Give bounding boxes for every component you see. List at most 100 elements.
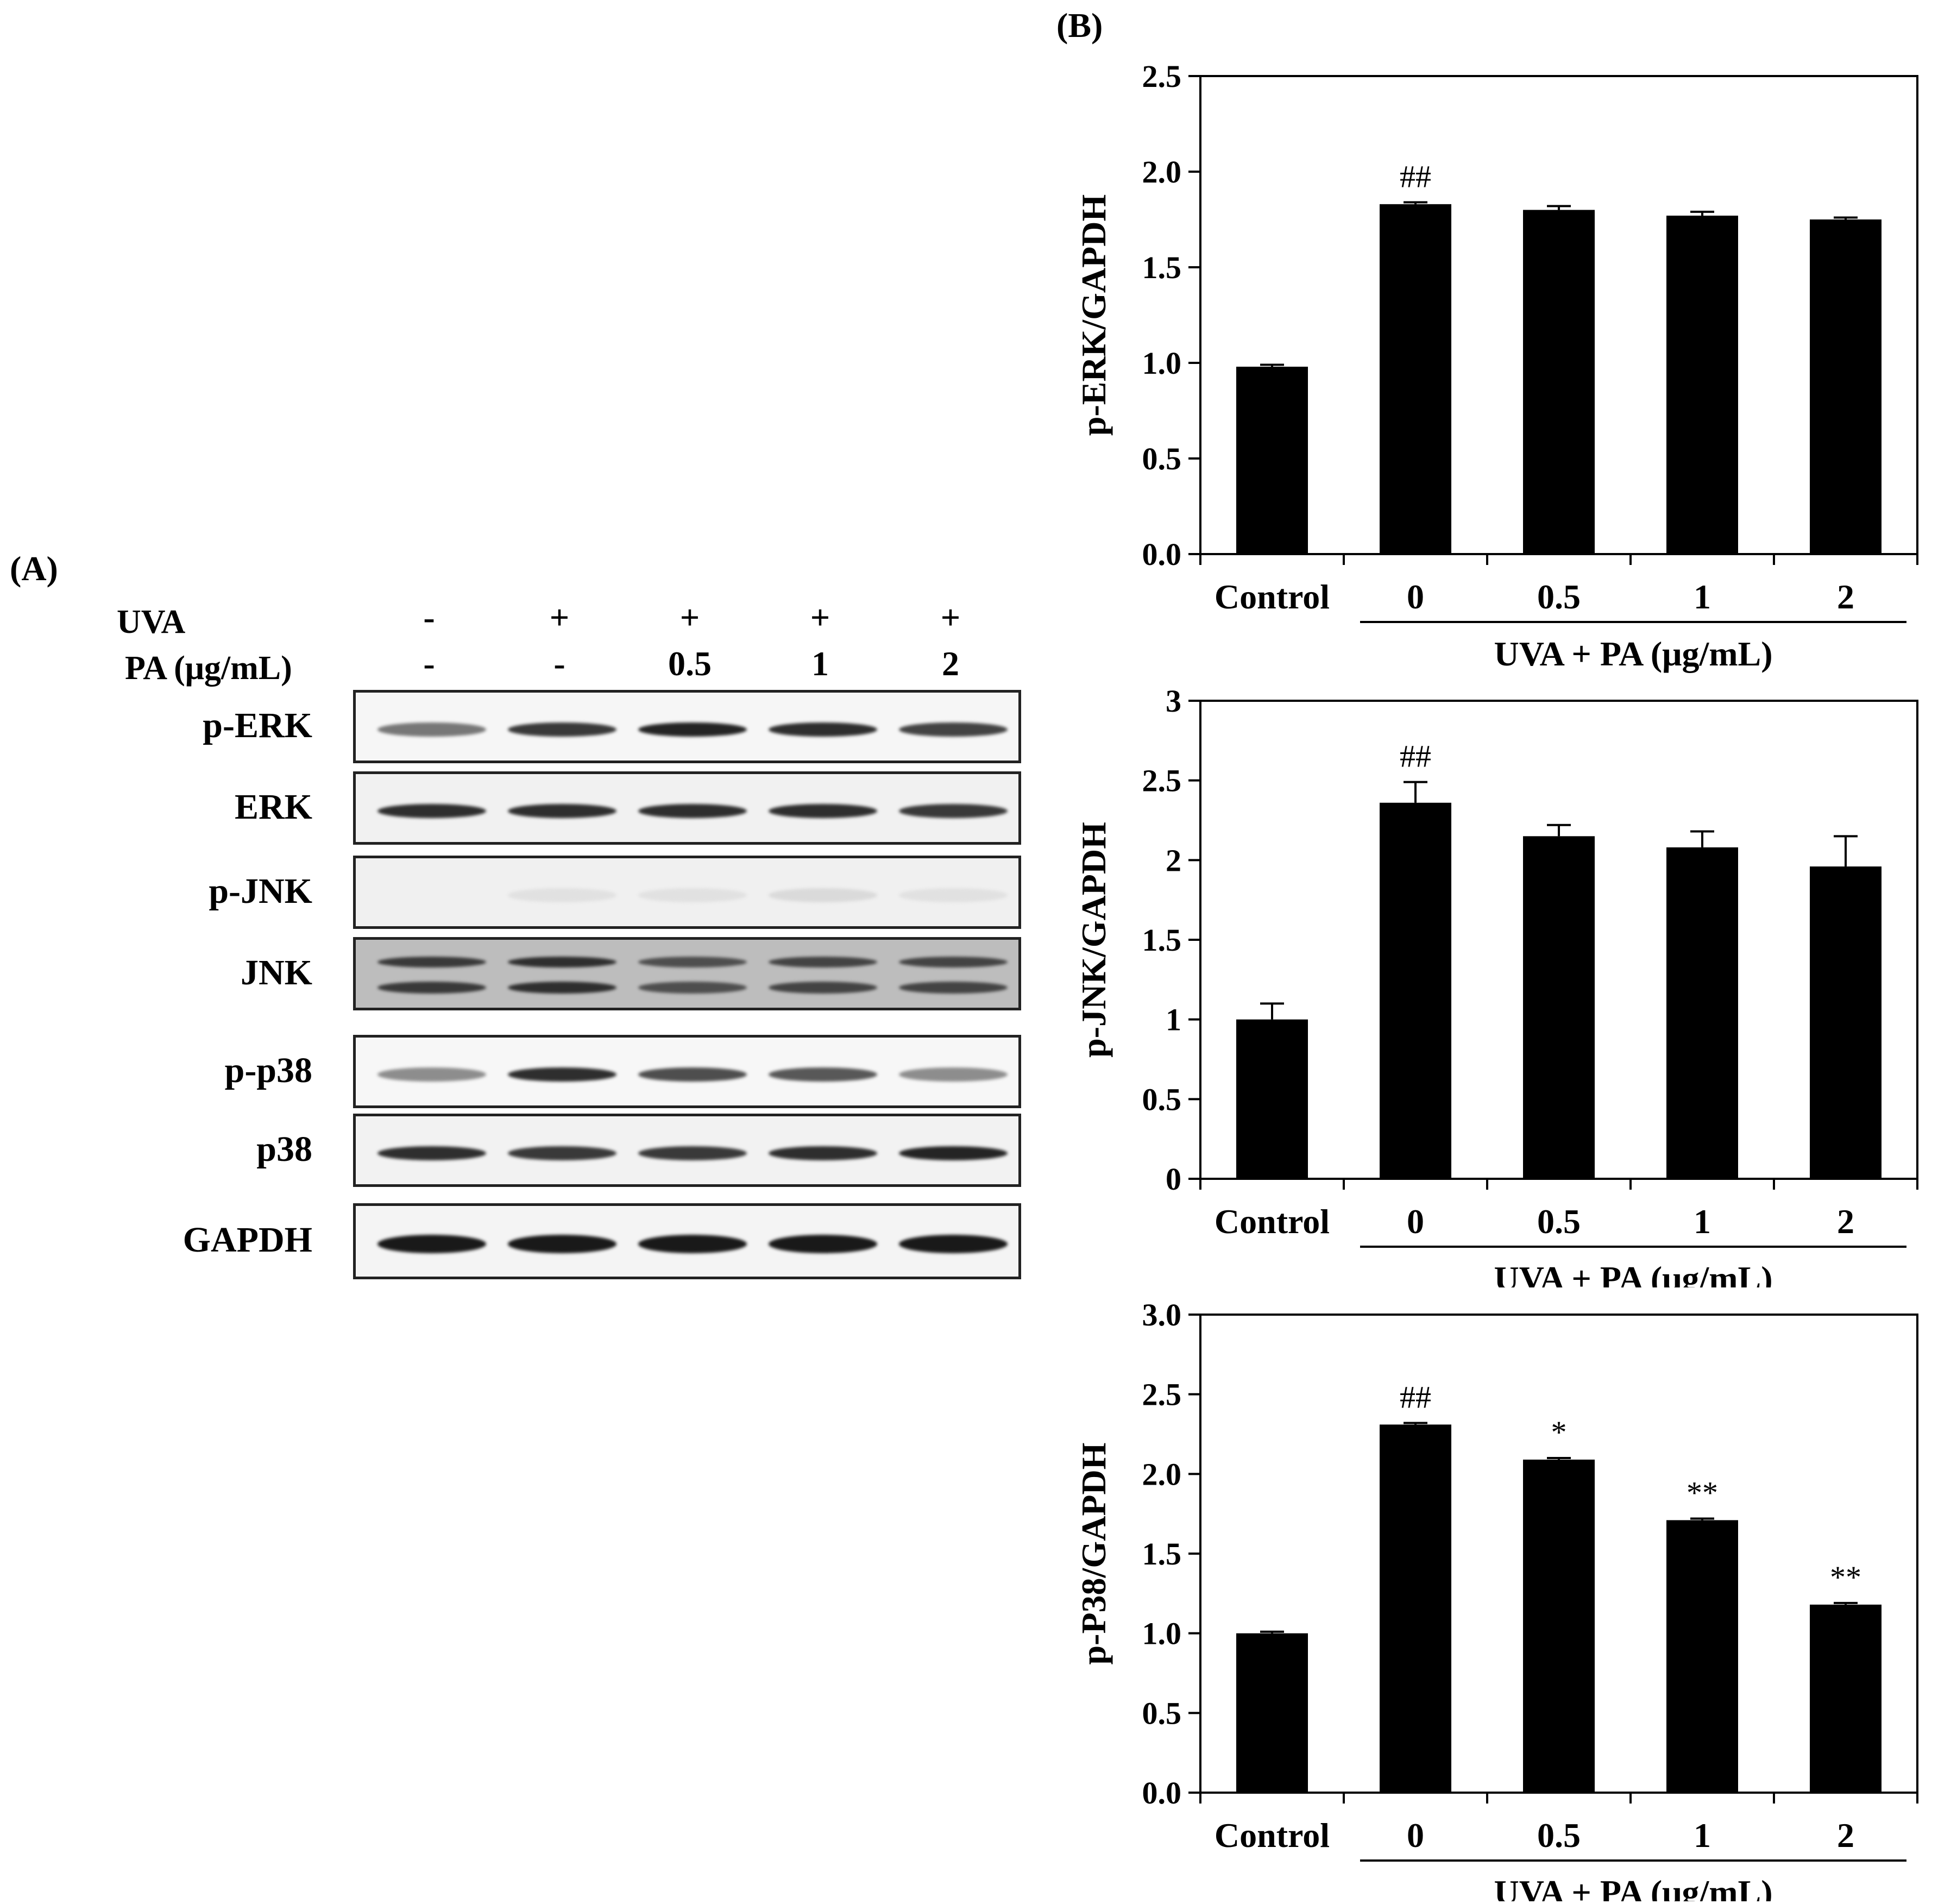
y-tick-label: 2.0 — [1142, 1456, 1182, 1492]
blot-band — [899, 1235, 1008, 1253]
bar — [1666, 215, 1738, 555]
blot-band — [899, 956, 1008, 967]
significance-marker: ## — [1400, 159, 1431, 194]
bar-chart-p-p38: 0.0 0.5 1.0 1.5 2.0 2.5 3.0 p-P38/GAPDH Control #… — [1074, 1297, 1918, 1901]
y-tick-label: 2.0 — [1142, 154, 1182, 190]
bar — [1523, 210, 1595, 554]
x-category-label: 0 — [1407, 1816, 1424, 1855]
blot-band — [769, 956, 877, 967]
x-category-label: 2 — [1837, 1816, 1854, 1855]
blot-row-label: JNK — [241, 952, 312, 992]
panel-b-label: (B) — [1056, 6, 1103, 45]
blot-band — [769, 803, 877, 818]
x-category-label: 0 — [1407, 1202, 1424, 1241]
blot-band — [508, 1067, 616, 1082]
significance-marker: * — [1551, 1415, 1567, 1450]
bar — [1380, 204, 1451, 555]
bar — [1666, 847, 1738, 1179]
y-tick-label: 0.0 — [1142, 537, 1182, 572]
y-axis-label: p-P38/GAPDH — [1074, 1443, 1113, 1665]
y-tick-label: 1.0 — [1142, 345, 1182, 381]
blot-band — [769, 981, 877, 994]
bar — [1236, 1633, 1308, 1793]
blot-band — [899, 1067, 1008, 1082]
significance-marker: ## — [1400, 1379, 1431, 1415]
blot-band — [377, 981, 486, 994]
x-category-label: Control — [1215, 1816, 1330, 1855]
condition-label: UVA — [117, 604, 186, 640]
western-blot-panel: UVA - + + + + PA (μg/mL) - - 0.5 1 2 p-ERK ERK p-JNK JN… — [0, 0, 1032, 1304]
bar — [1523, 836, 1595, 1179]
panel-a-label: (A) — [10, 549, 58, 588]
y-tick-label: 0.5 — [1142, 1695, 1182, 1731]
blot-band — [508, 888, 616, 902]
blot-band — [377, 1235, 486, 1253]
x-category-label: 0.5 — [1537, 577, 1581, 616]
blot-band — [638, 1067, 747, 1082]
blot-band — [508, 956, 616, 967]
y-tick-label: 0 — [1166, 1161, 1181, 1197]
blot-band — [899, 722, 1008, 737]
y-tick-label: 0.0 — [1142, 1775, 1182, 1811]
blot-band — [769, 1146, 877, 1160]
blot-band — [769, 888, 877, 902]
blot-strip — [353, 690, 1021, 763]
blot-band — [508, 1235, 616, 1253]
y-tick-label: 1.0 — [1142, 1616, 1182, 1651]
group-label: UVA + PA (μg/mL) — [1494, 634, 1772, 673]
blot-row-label: p-JNK — [209, 871, 312, 911]
blot-band — [769, 1067, 877, 1082]
blot-row-label: ERK — [234, 787, 312, 827]
y-tick-label: 0.5 — [1142, 1082, 1182, 1117]
bar — [1523, 1459, 1595, 1793]
blot-strip — [353, 1114, 1021, 1187]
y-tick-label: 1 — [1166, 1002, 1181, 1038]
significance-marker: ** — [1830, 1560, 1861, 1595]
condition-value: 1 — [811, 644, 829, 683]
y-tick-label: 2 — [1166, 843, 1181, 878]
blot-band — [638, 981, 747, 994]
blot-band — [899, 1146, 1008, 1160]
blot-band — [377, 1146, 486, 1160]
blot-band — [769, 1235, 877, 1253]
group-label: UVA + PA (μg/mL) — [1494, 1873, 1772, 1901]
blot-band — [638, 1235, 747, 1253]
blot-band — [638, 956, 747, 967]
x-category-label: 1 — [1694, 1202, 1711, 1241]
y-tick-label: 2.5 — [1142, 1377, 1182, 1412]
blot-band — [508, 722, 616, 737]
blot-strip — [353, 856, 1021, 929]
blot-strip — [353, 771, 1021, 845]
y-tick-label: 1.5 — [1142, 1536, 1182, 1572]
blot-band — [377, 956, 486, 967]
y-tick-label: 3 — [1166, 683, 1181, 719]
blot-row-label: p-p38 — [224, 1050, 312, 1090]
blot-band — [508, 803, 616, 818]
x-category-label: Control — [1215, 1202, 1330, 1241]
bar — [1236, 1019, 1308, 1179]
blot-band — [638, 888, 747, 902]
blot-band — [508, 1146, 616, 1160]
bar — [1380, 1424, 1451, 1793]
condition-value: + — [549, 598, 570, 637]
bar — [1380, 802, 1451, 1179]
x-category-label: 1 — [1694, 577, 1711, 616]
blot-row-label: p-ERK — [203, 705, 312, 745]
bar — [1810, 1604, 1882, 1793]
blot-row-label: GAPDH — [183, 1220, 312, 1260]
condition-value: + — [679, 598, 700, 637]
blot-strip — [353, 937, 1021, 1010]
condition-value: 0.5 — [668, 644, 712, 683]
y-tick-label: 2.5 — [1142, 59, 1182, 94]
x-category-label: 2 — [1837, 1202, 1854, 1241]
group-label: UVA + PA (μg/mL) — [1494, 1259, 1772, 1287]
y-axis-label: p-JNK/GAPDH — [1074, 822, 1113, 1058]
significance-marker: ** — [1687, 1475, 1718, 1510]
blot-strip — [353, 1203, 1021, 1279]
x-category-label: 2 — [1837, 577, 1854, 616]
blot-band — [638, 803, 747, 818]
blot-band — [377, 722, 486, 737]
blot-band — [377, 803, 486, 818]
x-category-label: 0.5 — [1537, 1816, 1581, 1855]
blot-band — [899, 888, 1008, 902]
